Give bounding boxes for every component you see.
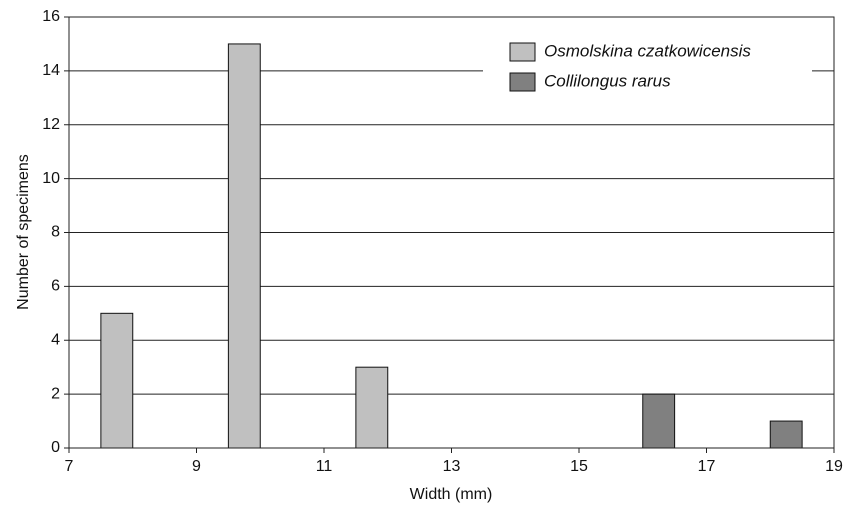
y-tick-label: 4	[51, 331, 60, 348]
y-tick-label: 6	[51, 278, 60, 295]
y-tick-label: 10	[42, 170, 60, 187]
plot-border	[68, 16, 835, 449]
y-tick-label: 12	[42, 116, 60, 133]
legend-swatch	[509, 42, 536, 62]
bar	[642, 393, 676, 449]
x-tick-label: 13	[443, 458, 461, 475]
y-tick-label: 0	[51, 439, 60, 456]
legend-label: Osmolskina czatkowicensis	[544, 41, 751, 60]
bar	[100, 312, 134, 449]
y-tick-label: 2	[51, 385, 60, 402]
legend-box	[483, 35, 812, 97]
y-tick-label: 14	[42, 62, 60, 79]
x-axis-label: Width (mm)	[410, 486, 493, 503]
bar	[355, 366, 389, 449]
x-tick-label: 11	[316, 458, 333, 475]
x-tick-label: 9	[192, 458, 201, 475]
bar	[227, 43, 261, 449]
x-tick-label: 15	[570, 458, 588, 475]
legend-swatch	[509, 72, 536, 92]
bar	[769, 420, 803, 449]
y-tick-label: 8	[51, 224, 60, 241]
legend-label: Collilongus rarus	[544, 71, 671, 90]
legend: Osmolskina czatkowicensis Collilongus rar…	[483, 35, 812, 97]
y-tick-label: 16	[42, 8, 60, 25]
x-tick-label: 7	[65, 458, 74, 475]
x-tick-label: 17	[698, 458, 716, 475]
x-tick-label: 19	[825, 458, 843, 475]
y-axis-label: Number of specimens	[15, 154, 32, 310]
